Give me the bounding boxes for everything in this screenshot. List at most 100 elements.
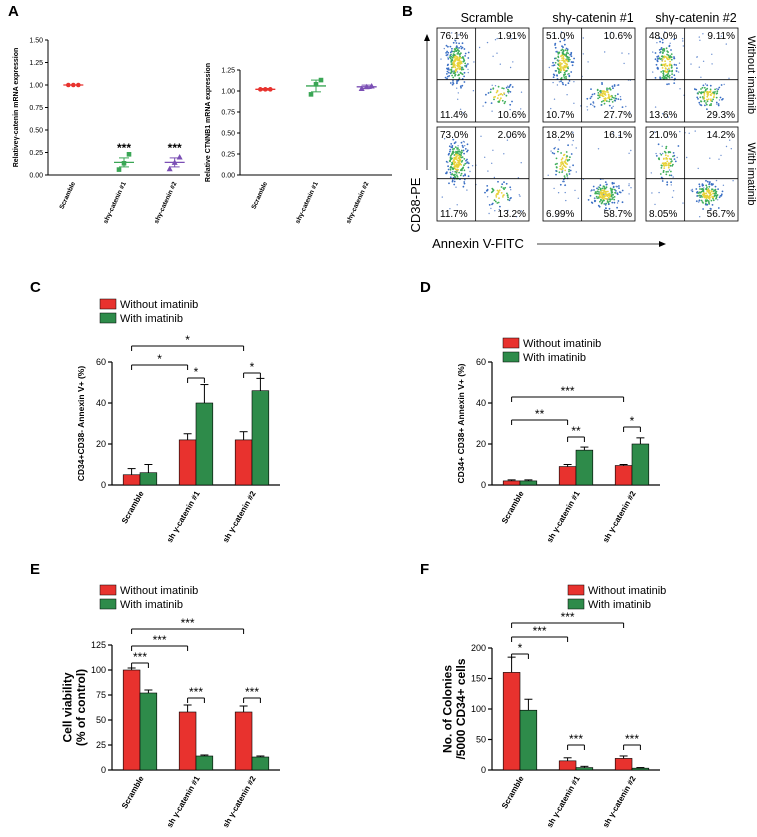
flow-event-dot [572, 131, 574, 134]
flow-event-dot [595, 191, 597, 193]
flow-event-dot [564, 58, 567, 61]
flow-event-dot [462, 140, 465, 143]
flow-quadrant-lr: 56.7% [707, 209, 735, 220]
flow-event-dot [661, 145, 663, 147]
flow-event-dot [554, 70, 557, 72]
flow-event-dot [707, 92, 709, 95]
flow-event-dot [613, 188, 616, 191]
flow-event-dot [503, 194, 505, 196]
bar-without-imatinib [558, 466, 577, 486]
flow-event-dot [703, 195, 706, 197]
flow-event-dot [717, 88, 720, 91]
flow-event-dot [705, 192, 708, 195]
y-tick-label: 0 [101, 480, 106, 490]
flow-event-dot [667, 164, 670, 166]
flow-event-dot [590, 95, 593, 98]
flow-event-dot [507, 198, 509, 201]
significance-label: * [250, 360, 255, 374]
flow-event-dot [458, 161, 460, 164]
flow-quadrant-ll: 6.99% [546, 209, 574, 220]
flow-event-dot [564, 49, 567, 51]
flow-event-dot [515, 215, 518, 218]
y-tick-label: 0 [101, 765, 106, 775]
y-tick-label: 75 [96, 690, 106, 700]
flow-event-dot [562, 56, 565, 58]
flow-event-dot [471, 165, 474, 167]
x-category-label: sh γ-catenin #2 [221, 489, 258, 544]
y-tick-label: 0 [481, 765, 486, 775]
flow-event-dot [695, 200, 698, 203]
flow-event-dot [655, 152, 657, 155]
flow-event-dot [452, 70, 454, 73]
flow-event-dot [708, 190, 711, 192]
flow-event-dot [564, 169, 567, 172]
significance-label: * [185, 333, 190, 347]
flow-event-dot [593, 189, 595, 191]
flow-quadrant-ul: 51.0% [546, 31, 574, 42]
flow-event-dot [459, 71, 462, 74]
flow-event-dot [592, 102, 595, 104]
flow-event-dot [447, 51, 450, 54]
flow-event-dot [703, 96, 705, 99]
flow-event-dot [702, 188, 705, 191]
flow-event-dot [462, 185, 465, 188]
flow-event-dot [450, 61, 453, 63]
flow-event-dot [712, 196, 715, 199]
flow-event-dot [509, 108, 511, 111]
flow-event-dot [667, 54, 670, 57]
flow-event-dot [450, 63, 453, 66]
flow-event-dot [625, 105, 627, 108]
flow-event-dot [615, 190, 617, 192]
flow-event-dot [454, 66, 457, 69]
flow-event-dot [463, 158, 466, 160]
flow-event-dot [607, 196, 610, 199]
flow-plot-frame [542, 27, 636, 123]
flow-event-dot [670, 67, 673, 69]
y-tick-label: 200 [471, 643, 486, 653]
flow-event-dot [452, 138, 455, 141]
flow-event-dot [667, 170, 669, 173]
flow-event-dot [604, 192, 607, 195]
flow-quadrant-ur: 16.1% [604, 130, 632, 141]
flow-event-dot [558, 51, 561, 54]
flow-event-dot [589, 103, 592, 106]
flow-event-dot [563, 65, 566, 68]
flow-event-dot [663, 157, 665, 160]
panel-b-flow-grid: Scramble shγ-catenin #1 shγ-catenin #2 With… [408, 11, 757, 251]
flow-event-dot [700, 92, 703, 95]
panel-label-c: C [30, 279, 41, 296]
y-tick-label: 150 [471, 674, 486, 684]
flow-event-dot [571, 64, 574, 67]
flow-quadrant-ul: 76.1% [440, 31, 468, 42]
flow-event-dot [447, 168, 450, 171]
flow-event-dot [666, 53, 668, 56]
flow-event-dot [566, 49, 569, 52]
flow-event-dot [589, 194, 592, 197]
flow-event-dot [716, 103, 718, 105]
data-point [268, 87, 273, 92]
flow-event-dot [658, 49, 661, 51]
flow-event-dot [665, 164, 668, 167]
flow-event-dot [719, 195, 722, 197]
flow-event-dot [502, 196, 504, 198]
bar-with-imatinib [139, 472, 158, 486]
flow-event-dot [457, 145, 459, 147]
flow-event-dot [452, 81, 454, 83]
flow-event-dot [715, 195, 718, 198]
flow-event-dot [698, 191, 701, 194]
flow-event-dot [700, 88, 702, 90]
flow-event-dot [599, 187, 602, 190]
flow-event-dot [562, 46, 564, 49]
flow-event-dot [492, 189, 495, 192]
flow-event-dot [456, 53, 459, 55]
flow-event-dot [563, 180, 565, 183]
flow-event-dot [463, 164, 465, 167]
flow-event-dot [602, 90, 605, 93]
x-category-label: Scramble [120, 489, 146, 525]
flow-event-dot [656, 60, 659, 63]
flow-event-dot [456, 170, 458, 172]
flow-event-dot [484, 101, 487, 104]
flow-event-dot [652, 71, 654, 73]
panel-label-f: F [420, 561, 429, 578]
flow-event-dot [591, 93, 594, 96]
